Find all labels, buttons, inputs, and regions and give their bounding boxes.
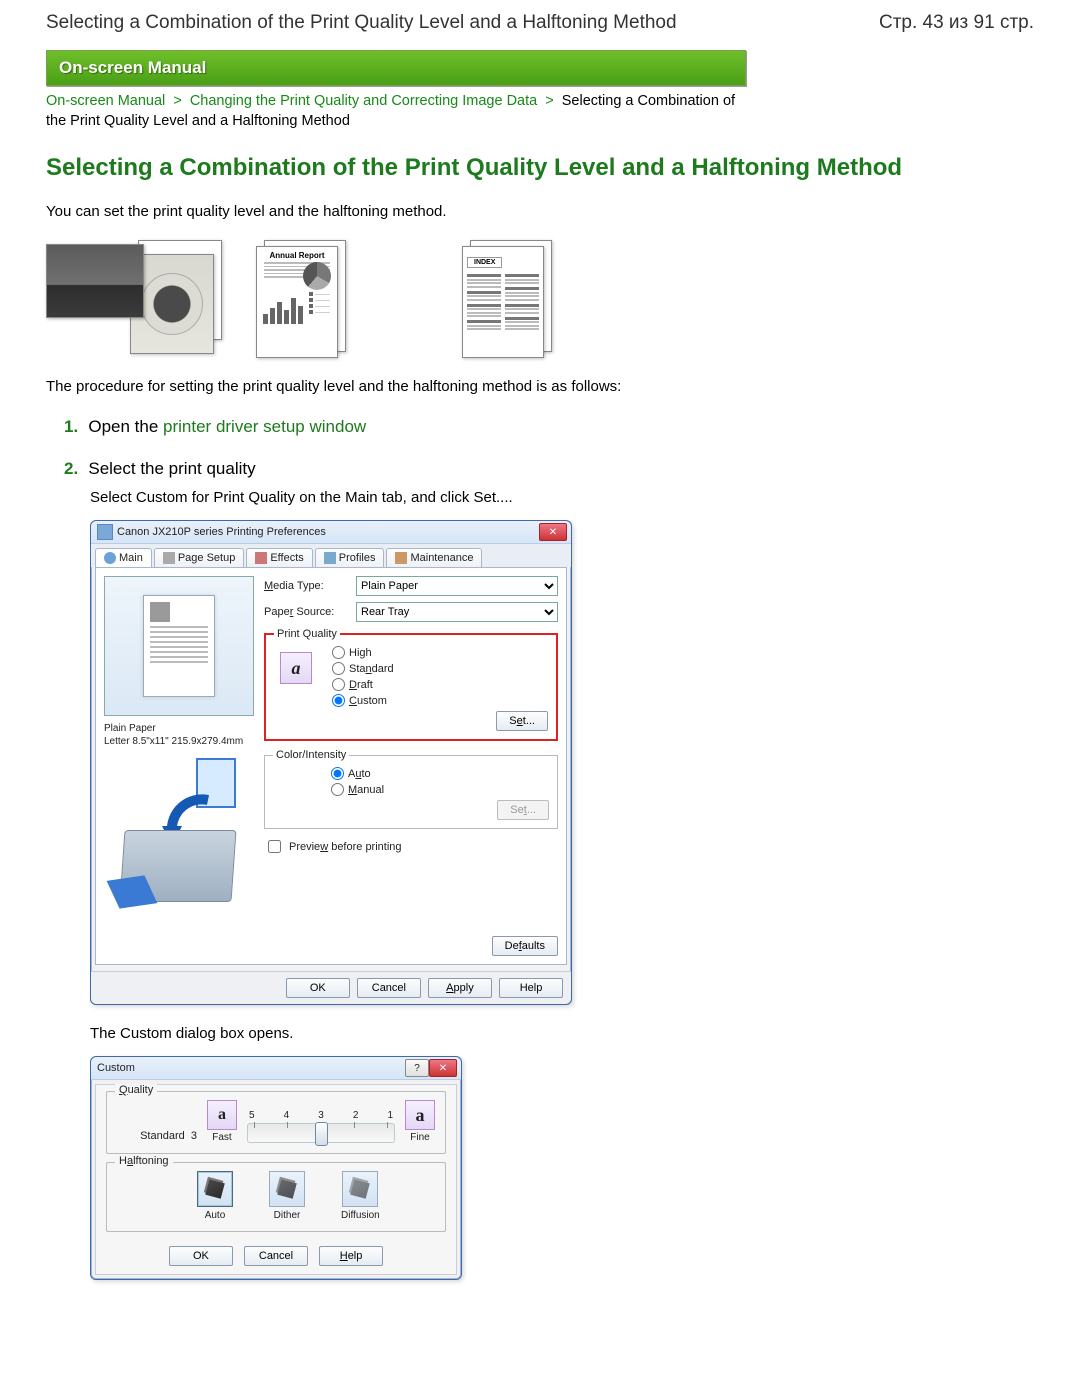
step2-title: Select the print quality [88, 459, 255, 478]
custom-dialog-title: Custom [97, 1062, 405, 1074]
paper-info: Plain Paper Letter 8.5"x11" 215.9x279.4m… [104, 722, 254, 748]
step2-text: Select Custom for Print Quality on the M… [90, 489, 1034, 506]
print-quality-group: Print Quality a High Standard Draft Cust… [264, 628, 558, 741]
breadcrumb-sep: > [169, 93, 185, 109]
step1-pre: Open the [88, 417, 163, 436]
printer-illustration [104, 758, 252, 908]
custom-dialog: Custom ? ✕ Quality Standard 3 [90, 1056, 462, 1280]
pq-custom[interactable]: Custom [332, 694, 548, 707]
halftone-diffusion-icon [342, 1171, 378, 1207]
procedure-intro: The procedure for setting the print qual… [46, 378, 1034, 395]
ci-auto[interactable]: Auto [331, 767, 549, 780]
custom-ok-button[interactable]: OK [169, 1246, 233, 1266]
pq-legend: Print Quality [274, 628, 340, 640]
tab-main-icon [104, 552, 116, 564]
sample-report: Annual Report ——— ——— ——— ——— [252, 240, 432, 358]
step2-after-text: The Custom dialog box opens. [90, 1025, 1034, 1042]
dialog-icon [97, 524, 113, 540]
step1-number: 1. [64, 417, 78, 436]
quality-fine-icon: a [405, 1100, 435, 1130]
pq-set-button[interactable]: Set... [496, 711, 548, 731]
pq-high[interactable]: High [332, 646, 548, 659]
ok-button[interactable]: OK [286, 978, 350, 998]
document-preview [104, 576, 254, 716]
media-type-select[interactable]: Plain Paper [356, 576, 558, 596]
tab-effects-icon [255, 552, 267, 564]
halftone-dither[interactable]: Dither [269, 1171, 305, 1221]
page-counter: Стр. 43 из 91 стр. [879, 12, 1034, 34]
halftone-diffusion[interactable]: Diffusion [341, 1171, 380, 1221]
dialog-title: Canon JX210P series Printing Preferences [117, 526, 539, 538]
ci-set-button: Set... [497, 800, 549, 820]
quality-current: Standard 3 [117, 1129, 197, 1143]
custom-cancel-button[interactable]: Cancel [244, 1246, 308, 1266]
close-icon[interactable]: ✕ [539, 523, 567, 541]
apply-button[interactable]: Apply [428, 978, 492, 998]
sample-index-title: INDEX [467, 257, 502, 268]
pq-draft[interactable]: Draft [332, 678, 548, 691]
custom-help-button[interactable]: Help [319, 1246, 383, 1266]
breadcrumb-sep: > [541, 93, 557, 109]
intro-text: You can set the print quality level and … [46, 203, 1034, 220]
close-icon[interactable]: ✕ [429, 1059, 457, 1077]
page-title: Selecting a Combination of the Print Qua… [46, 153, 1034, 183]
step2-number: 2. [64, 459, 78, 478]
printer-driver-link[interactable]: printer driver setup window [163, 417, 366, 436]
paper-source-label: Paper Source: [264, 606, 350, 618]
step1-title: Open the printer driver setup window [88, 417, 366, 436]
halftone-auto-icon [197, 1171, 233, 1207]
tab-page-setup[interactable]: Page Setup [154, 548, 245, 567]
preview-before-printing[interactable]: Preview before printing [264, 837, 558, 856]
tab-profiles[interactable]: Profiles [315, 548, 385, 567]
tab-profiles-icon [324, 552, 336, 564]
sample-index: INDEX [458, 240, 638, 358]
halftone-dither-icon [269, 1171, 305, 1207]
quality-slider-thumb[interactable] [315, 1122, 328, 1146]
fast-label: Fast [207, 1132, 237, 1143]
tab-effects[interactable]: Effects [246, 548, 312, 567]
media-type-label: Media Type: [264, 580, 350, 592]
top-title: Selecting a Combination of the Print Qua… [46, 12, 677, 34]
quality-group: Quality Standard 3 a Fast 5 [106, 1091, 446, 1154]
tab-page-icon [163, 552, 175, 564]
tab-maint-icon [395, 552, 407, 564]
quality-fast-icon: a [207, 1100, 237, 1130]
sample-photo [46, 240, 226, 358]
dialog-help-icon[interactable]: ? [405, 1059, 429, 1077]
ci-legend: Color/Intensity [273, 749, 349, 761]
breadcrumb: On-screen Manual > Changing the Print Qu… [46, 92, 746, 131]
manual-banner: On-screen Manual [46, 50, 746, 86]
tab-main[interactable]: Main [95, 548, 152, 567]
halftoning-group: Halftoning Auto Dither [106, 1162, 446, 1232]
sample-report-title: Annual Report [261, 251, 333, 260]
pq-standard[interactable]: Standard [332, 662, 548, 675]
defaults-button[interactable]: Defaults [492, 936, 558, 956]
tab-maintenance[interactable]: Maintenance [386, 548, 482, 567]
breadcrumb-section[interactable]: Changing the Print Quality and Correctin… [190, 93, 537, 109]
cancel-button[interactable]: Cancel [357, 978, 421, 998]
quality-slider[interactable]: 5 4 3 2 1 [247, 1110, 395, 1143]
help-button[interactable]: Help [499, 978, 563, 998]
ci-manual[interactable]: Manual [331, 783, 549, 796]
paper-source-select[interactable]: Rear Tray [356, 602, 558, 622]
sample-images: Annual Report ——— ——— ——— ——— [46, 240, 1034, 358]
quality-icon: a [280, 652, 312, 684]
color-intensity-group: Color/Intensity Auto Manual Set... [264, 749, 558, 829]
breadcrumb-root[interactable]: On-screen Manual [46, 93, 165, 109]
printing-preferences-dialog: Canon JX210P series Printing Preferences… [90, 520, 572, 1005]
halftone-auto[interactable]: Auto [197, 1171, 233, 1221]
fine-label: Fine [405, 1132, 435, 1143]
